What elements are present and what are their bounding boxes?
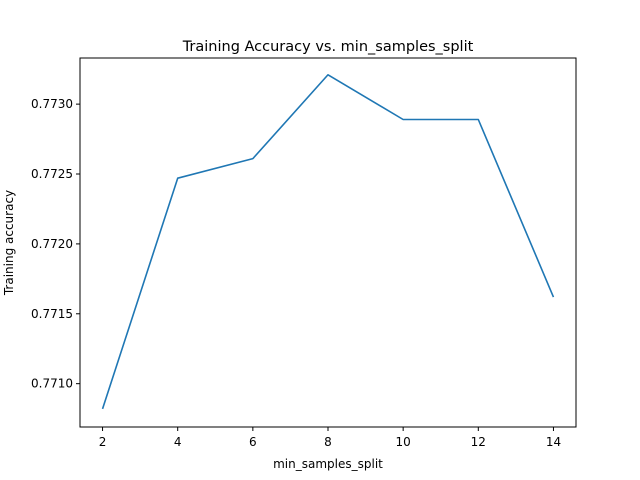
x-tick-label: 4 [174,435,182,449]
y-tick-label: 0.7715 [31,307,73,321]
plot-area [101,73,555,410]
y-tick-label: 0.7710 [31,377,73,391]
x-tick-label: 6 [249,435,257,449]
y-axis-label: Training accuracy [2,190,16,296]
y-tick-label: 0.7725 [31,167,73,181]
x-tick-label: 12 [471,435,486,449]
x-tick-label: 14 [546,435,561,449]
y-axis: 0.7710 0.7715 0.7720 0.7725 0.7730 [31,97,80,391]
x-tick-label: 10 [396,435,411,449]
y-tick-label: 0.7730 [31,97,73,111]
y-tick-label: 0.7720 [31,237,73,251]
x-axis: 2 4 6 8 10 12 14 [99,427,561,449]
x-tick-label: 2 [99,435,107,449]
x-axis-label: min_samples_split [273,457,383,471]
series-line-0 [101,73,555,410]
chart-title: Training Accuracy vs. min_samples_split [182,39,474,55]
x-tick-label: 8 [324,435,332,449]
